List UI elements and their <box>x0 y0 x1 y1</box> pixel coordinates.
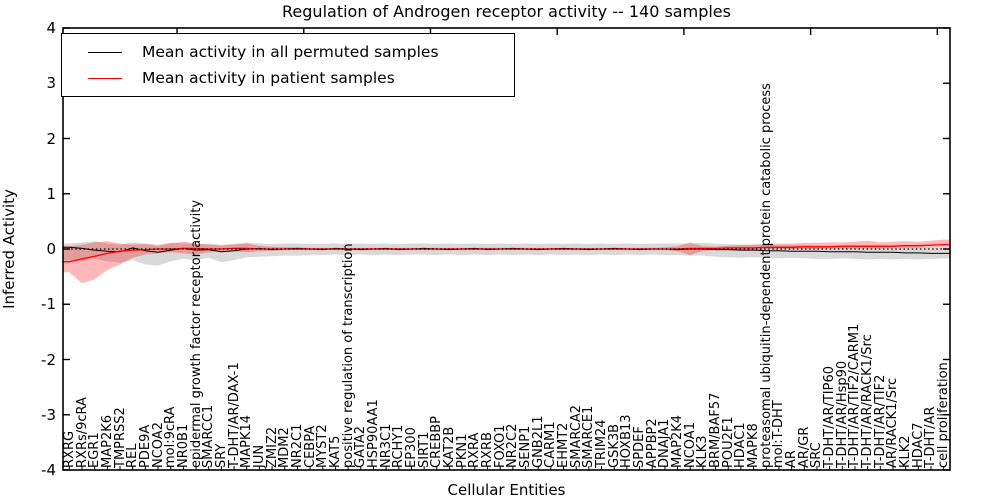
y-tick-label: 0 <box>46 240 56 258</box>
y-tick-label: 3 <box>46 74 56 93</box>
x-tick-label: cell proliferation <box>936 362 952 468</box>
patient-line-swatch-icon <box>88 77 122 79</box>
legend-label-permuted: Mean activity in all permuted samples <box>142 43 439 61</box>
y-tick-label: -4 <box>41 461 56 479</box>
y-tick-label: 2 <box>46 129 56 148</box>
x-tick-label: HSP90AA1 <box>365 399 381 468</box>
y-tick-label: -2 <box>41 350 56 369</box>
y-tick-label: 4 <box>46 19 56 37</box>
x-tick-label: MAP2K6 <box>99 414 115 468</box>
y-tick-label: 1 <box>46 184 56 203</box>
legend: Mean activity in all permuted samples Me… <box>61 33 515 97</box>
legend-label-patient: Mean activity in patient samples <box>142 69 395 87</box>
legend-entry-permuted: Mean activity in all permuted samples <box>62 43 514 61</box>
x-tick-label: RXRG <box>61 430 77 468</box>
x-axis-label: Cellular Entities <box>447 481 566 499</box>
x-tick-label: KAT5 <box>327 435 343 468</box>
x-tick-label: EP300 <box>403 427 419 468</box>
x-tick-label: PDE9A <box>137 424 153 468</box>
x-tick-label: JUN <box>251 444 267 468</box>
legend-entry-patient: Mean activity in patient samples <box>62 69 514 87</box>
y-tick-label: -3 <box>41 405 56 424</box>
x-tick-label: NR2C1 <box>289 423 305 468</box>
plot-title: Regulation of Androgen receptor activity… <box>282 2 731 21</box>
permuted-line-swatch-icon <box>88 51 122 53</box>
x-tick-label: SRY <box>213 443 229 468</box>
y-tick-label: -1 <box>41 295 56 314</box>
x-tick-label: NR0B1 <box>175 423 191 468</box>
